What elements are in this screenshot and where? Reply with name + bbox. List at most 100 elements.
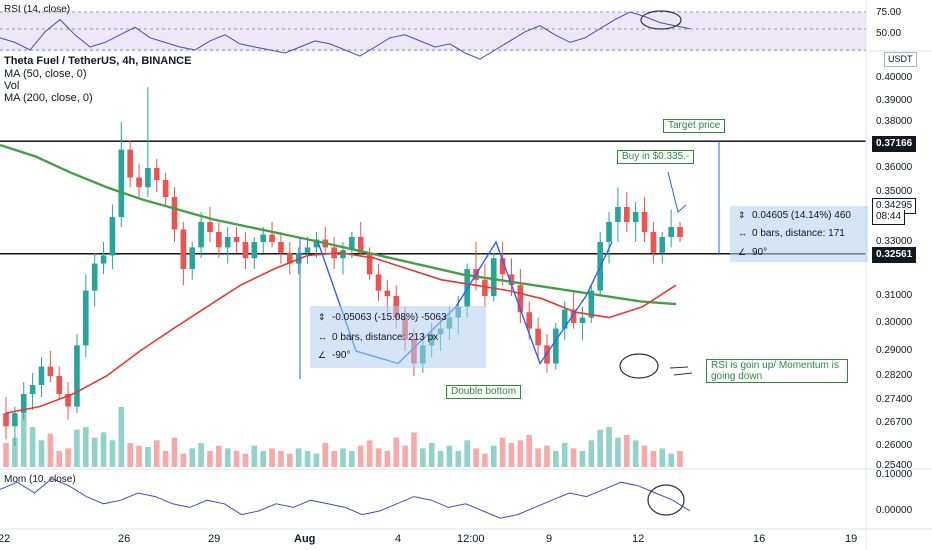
volume-bar <box>615 437 621 467</box>
measure-left-line3: -90° <box>332 350 351 361</box>
candle-body <box>162 180 169 197</box>
volume-bar <box>189 448 196 467</box>
volume-bar <box>455 451 462 467</box>
sketch-dash <box>673 372 693 376</box>
candle-body <box>118 149 125 217</box>
volume-bar <box>47 433 54 467</box>
candle-body <box>242 242 249 259</box>
candle-body <box>553 328 559 364</box>
momentum-series <box>0 478 691 519</box>
price-tick-label: 0.35000 <box>876 186 913 197</box>
candle-body <box>29 385 36 394</box>
volume-bar <box>224 448 231 467</box>
time-tick-label: Aug <box>294 533 316 545</box>
candle-body <box>153 168 160 180</box>
candle-body <box>260 234 266 242</box>
volume-bar <box>198 443 204 467</box>
momentum-circle <box>647 484 685 516</box>
volume-bar <box>74 429 80 467</box>
volume-bar <box>490 445 497 467</box>
price-tick-label: 0.28200 <box>876 370 913 381</box>
highlight-circle <box>619 353 659 379</box>
volume-bar <box>91 437 98 467</box>
ma200-line <box>0 143 677 306</box>
candle-body <box>490 258 497 296</box>
price-tick-label: 0.26000 <box>876 440 913 451</box>
unit-selector[interactable]: USDT <box>884 52 917 67</box>
volume-bar <box>118 407 125 467</box>
measure-left-line2: 0 bars, distance: 213 px <box>332 332 439 343</box>
candle-body <box>357 237 364 253</box>
volume-bar <box>136 445 142 467</box>
volume-bar <box>83 427 89 467</box>
ma50-label: MA (50, close, 0) <box>4 68 87 80</box>
candle-body <box>570 309 577 323</box>
volume-bar <box>233 451 240 467</box>
candle-body <box>482 279 488 296</box>
measure-right-line2: 0 bars, distance: 171 <box>752 228 845 239</box>
candle-body <box>508 274 515 286</box>
volume-bar <box>260 451 266 467</box>
target-price-note[interactable]: Target price <box>663 119 726 133</box>
range-icon: ⇕ <box>738 210 746 220</box>
moving-averages <box>0 143 677 414</box>
volume-bar <box>499 437 506 467</box>
candle-body <box>349 237 355 251</box>
volume-bar <box>127 443 133 467</box>
buy-in-note[interactable]: Buy in $0.335.- <box>617 150 695 164</box>
candle-body <box>56 376 63 394</box>
price-tick-label: 0.27400 <box>876 394 913 405</box>
volume-bar <box>313 453 320 467</box>
candle-body <box>340 250 346 259</box>
candle-body <box>579 317 586 323</box>
candle-body <box>3 413 9 427</box>
rsi-label: RSI (14, close) <box>4 4 71 15</box>
sketch-dash <box>669 366 689 369</box>
candle-body <box>136 177 142 188</box>
candle-body <box>286 252 293 264</box>
volume-bar <box>579 451 586 467</box>
bars-icon: ↔ <box>318 332 327 342</box>
vol-label: Vol <box>4 80 20 92</box>
measure-left-line1: -0.05063 (-15.08%) -5063 <box>332 312 447 323</box>
range-icon: ⇕ <box>318 312 326 322</box>
double-bottom-note[interactable]: Double bottom <box>446 385 522 399</box>
volume-bar <box>420 448 426 467</box>
price-tick-label: 0.29000 <box>876 345 913 356</box>
volume-bar <box>12 437 18 467</box>
volume-bar <box>597 429 603 467</box>
candle-body <box>561 309 568 329</box>
price-tag-top: 0.37166 <box>872 136 917 152</box>
volume-bar <box>322 443 329 467</box>
mom-label: Mom (10, close) <box>4 474 76 485</box>
candle-body <box>615 207 621 222</box>
candle-body <box>216 232 222 248</box>
candle-body <box>535 328 541 346</box>
candle-body <box>588 290 595 318</box>
price-tick-label: 0.26700 <box>876 417 913 428</box>
measure-box-right[interactable]: ⇕ 0.04605 (14.14%) 460 ↔ 0 bars, distance:… <box>730 206 868 262</box>
price-tick-label: 0.30000 <box>876 317 913 328</box>
volume-bar <box>295 448 302 467</box>
candle-body <box>668 227 674 237</box>
candle-body <box>659 237 666 253</box>
volume-bar <box>216 445 222 467</box>
volume-bar <box>171 437 178 467</box>
volume-bar <box>153 440 160 467</box>
volume-bar <box>242 453 249 467</box>
time-tick-label: 4 <box>395 533 402 545</box>
volume-bar <box>473 448 479 467</box>
candle-body <box>171 197 178 230</box>
candle-body <box>100 255 107 264</box>
volume-bar <box>180 453 187 467</box>
rsi-momentum-note[interactable]: RSI is goin up/ Momentum is going down <box>706 359 848 383</box>
volume-bar <box>278 451 284 467</box>
candle-body <box>251 242 258 259</box>
volume-bar <box>357 445 364 467</box>
volume-bar <box>561 443 568 467</box>
measure-box-left[interactable]: ⇕ -0.05063 (-15.08%) -5063 ↔ 0 bars, dista… <box>310 306 486 368</box>
time-tick-label: 19 <box>845 533 858 545</box>
candle-body <box>233 237 240 242</box>
